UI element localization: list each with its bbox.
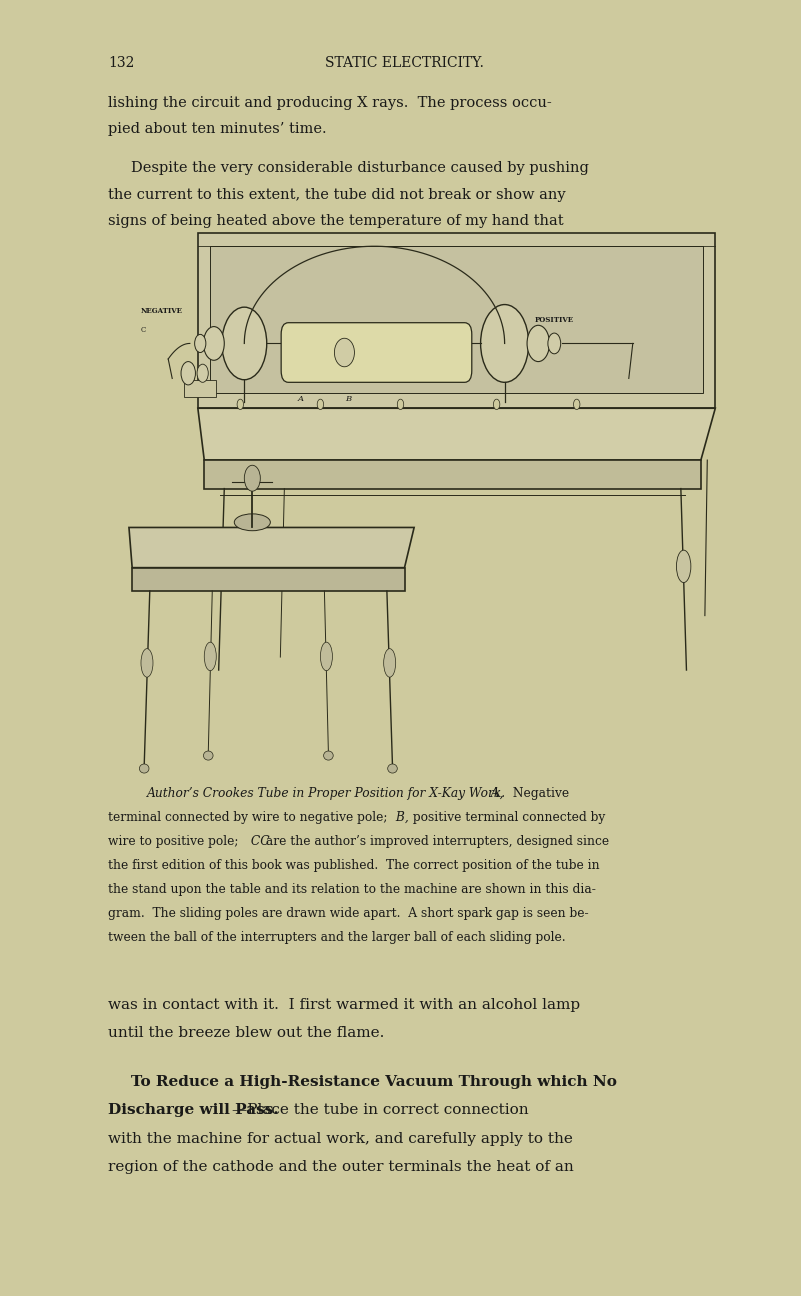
Circle shape [181, 362, 195, 385]
Ellipse shape [676, 551, 690, 583]
Circle shape [195, 334, 206, 353]
Ellipse shape [139, 765, 149, 772]
Text: CC: CC [247, 835, 269, 848]
Ellipse shape [234, 515, 270, 531]
Text: signs of being heated above the temperature of my hand that: signs of being heated above the temperat… [108, 214, 564, 228]
Circle shape [237, 399, 244, 410]
Ellipse shape [335, 338, 354, 367]
Circle shape [317, 399, 324, 410]
Ellipse shape [320, 643, 332, 671]
Text: B: B [345, 395, 352, 403]
Ellipse shape [204, 643, 216, 671]
Text: region of the cathode and the outer terminals the heat of an: region of the cathode and the outer term… [108, 1160, 574, 1174]
Circle shape [197, 364, 208, 382]
Text: STATIC ELECTRICITY.: STATIC ELECTRICITY. [325, 56, 484, 70]
Text: To Reduce a High-Resistance Vacuum Through which No: To Reduce a High-Resistance Vacuum Throu… [131, 1074, 617, 1089]
Circle shape [493, 399, 500, 410]
Text: lishing the circuit and producing X rays.  The process occu-: lishing the circuit and producing X rays… [108, 96, 552, 110]
Text: NEGATIVE: NEGATIVE [140, 307, 182, 315]
Text: POSITIVE: POSITIVE [535, 316, 574, 324]
Text: Despite the very considerable disturbance caused by pushing: Despite the very considerable disturbanc… [131, 161, 589, 175]
Circle shape [397, 399, 404, 410]
Text: was in contact with it.  I first warmed it with an alcohol lamp: was in contact with it. I first warmed i… [108, 998, 580, 1012]
Text: the stand upon the table and its relation to the machine are shown in this dia-: the stand upon the table and its relatio… [108, 883, 596, 896]
Text: the first edition of this book was published.  The correct position of the tube : the first edition of this book was publi… [108, 859, 600, 872]
Text: terminal connected by wire to negative pole;: terminal connected by wire to negative p… [108, 811, 388, 824]
Text: with the machine for actual work, and carefully apply to the: with the machine for actual work, and ca… [108, 1131, 573, 1146]
Polygon shape [129, 527, 414, 568]
Text: A: A [297, 395, 304, 403]
Polygon shape [132, 568, 405, 591]
Text: C: C [140, 327, 146, 334]
Text: Discharge will Pass.: Discharge will Pass. [108, 1103, 279, 1117]
Bar [210, 246, 703, 393]
FancyBboxPatch shape [184, 380, 216, 397]
Text: pied about ten minutes’ time.: pied about ten minutes’ time. [108, 123, 327, 136]
Ellipse shape [215, 551, 229, 583]
Circle shape [574, 399, 580, 410]
Text: Author’s Crookes Tube in Proper Position for X-Kay Work.: Author’s Crookes Tube in Proper Position… [147, 787, 505, 800]
Ellipse shape [324, 752, 333, 759]
Text: positive terminal connected by: positive terminal connected by [409, 811, 605, 824]
Polygon shape [198, 408, 715, 460]
Text: 132: 132 [108, 56, 135, 70]
Ellipse shape [203, 752, 213, 759]
Text: gram.  The sliding poles are drawn wide apart.  A short spark gap is seen be-: gram. The sliding poles are drawn wide a… [108, 907, 589, 920]
Text: until the breeze blew out the flame.: until the breeze blew out the flame. [108, 1026, 384, 1041]
Text: Negative: Negative [509, 787, 569, 800]
Circle shape [481, 305, 529, 382]
Circle shape [203, 327, 224, 360]
Circle shape [548, 333, 561, 354]
Ellipse shape [384, 649, 396, 677]
FancyBboxPatch shape [281, 323, 472, 382]
Ellipse shape [141, 649, 153, 677]
Text: A,: A, [483, 787, 504, 800]
Ellipse shape [388, 765, 397, 772]
Text: tween the ball of the interrupters and the larger ball of each sliding pole.: tween the ball of the interrupters and t… [108, 931, 566, 943]
Circle shape [244, 465, 260, 491]
Text: the current to this extent, the tube did not break or show any: the current to this extent, the tube did… [108, 188, 566, 202]
Polygon shape [204, 460, 701, 489]
Text: —Place the tube in correct connection: —Place the tube in correct connection [232, 1103, 529, 1117]
Bar [198, 233, 715, 408]
Circle shape [527, 325, 549, 362]
Circle shape [222, 307, 267, 380]
Text: B,: B, [392, 811, 409, 824]
Text: are the author’s improved interrupters, designed since: are the author’s improved interrupters, … [262, 835, 609, 848]
Text: wire to positive pole;: wire to positive pole; [108, 835, 239, 848]
